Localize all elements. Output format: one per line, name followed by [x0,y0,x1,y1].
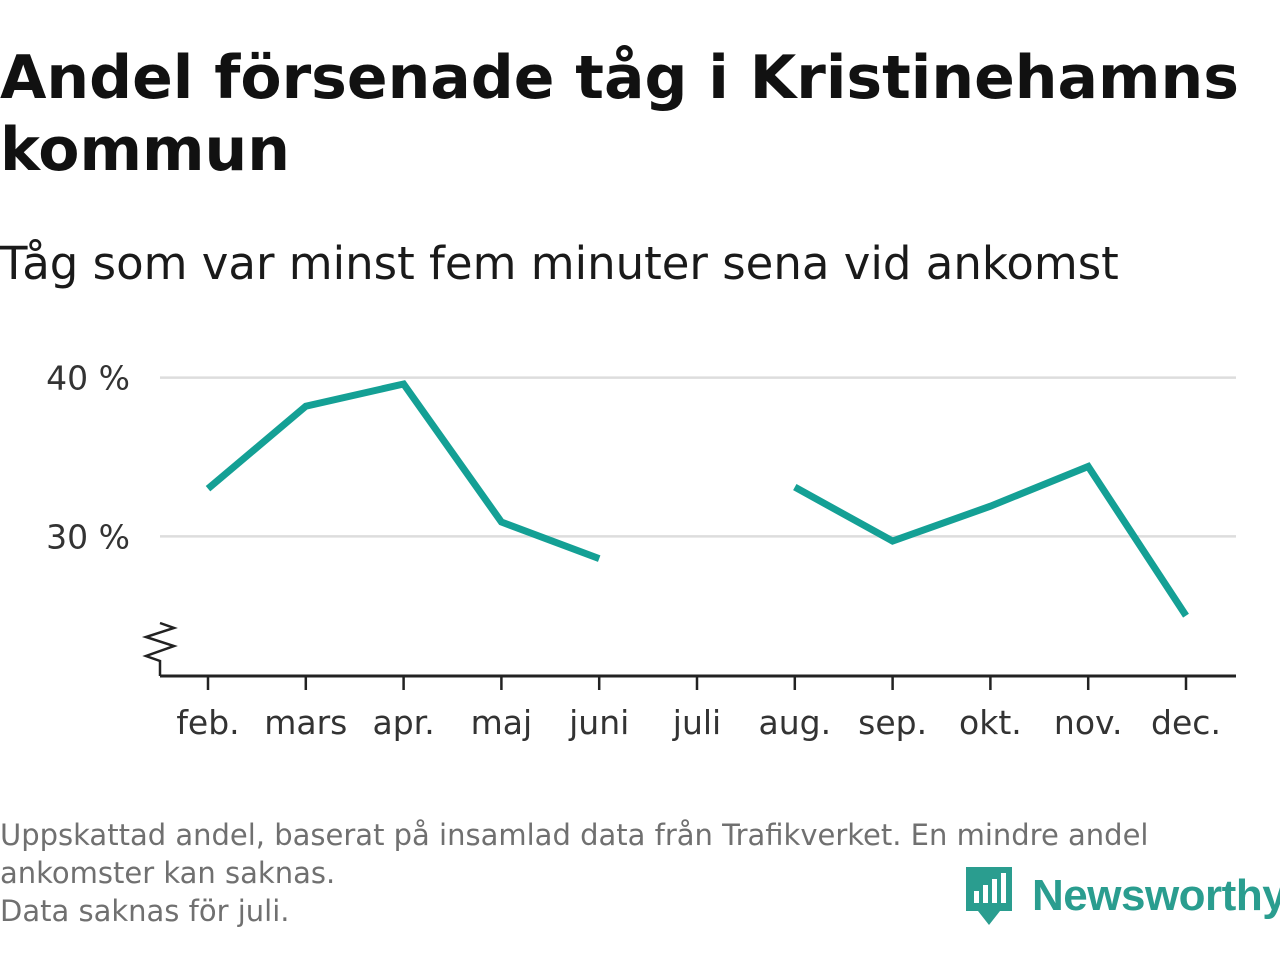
line-chart: 30 % 40 % feb. mars apr. maj juni juli aug. sep. o… [46,359,1236,742]
x-tick-label: sep. [858,703,927,742]
x-tick-label: juli [672,703,721,742]
logo-text: Newsworthy [1032,871,1280,920]
series-lines [205,380,1189,618]
x-tick-label: okt. [959,703,1022,742]
tick-labels: 30 % 40 % feb. mars apr. maj juni juli aug. sep. o… [46,359,1221,742]
series-line-segment [205,380,601,562]
axes [141,621,1236,690]
newsworthy-logo: Newsworthy [964,864,1280,928]
gridlines [160,376,1236,538]
x-tick-label: feb. [176,703,239,742]
x-tick-label: apr. [372,703,434,742]
x-tick-label: dec. [1151,703,1221,742]
y-tick-label: 40 % [46,359,130,398]
footnote-line: Data saknas för juli. [0,894,290,928]
footnote-line: Uppskattad andel, baserat på insamlad da… [0,818,1149,852]
y-axis-break [141,621,178,676]
series-line-segment [793,462,1189,618]
chart-subtitle: Tåg som var minst fem minuter sena vid a… [0,237,1119,290]
x-tick-label: aug. [759,703,832,742]
chart-title: Andel försenade tåg i Kristinehamns komm… [0,43,1239,185]
x-tick-label: mars [264,703,347,742]
newsworthy-logo-icon [966,867,1012,925]
x-tick-label: maj [471,703,533,742]
y-tick-label: 30 % [46,517,130,556]
footnote: Uppskattad andel, baserat på insamlad da… [0,816,1270,930]
x-tick-label: juni [568,703,629,742]
footnote-line: ankomster kan saknas. [0,856,336,890]
x-tick-label: nov. [1054,703,1123,742]
